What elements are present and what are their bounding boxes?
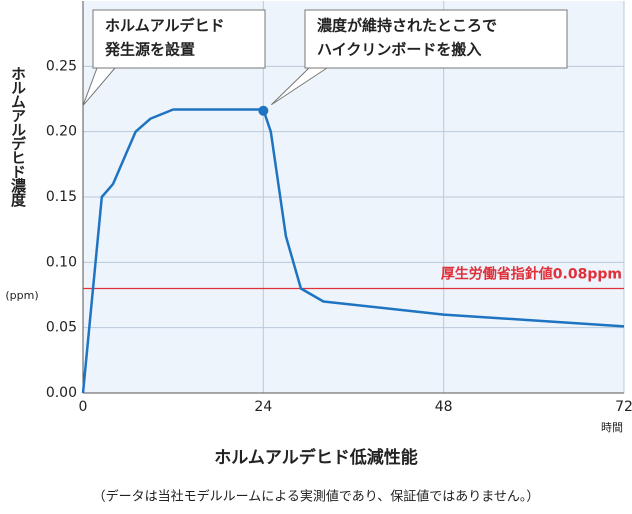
y-tick-label: 0.00 [46, 385, 77, 401]
callout-text: 発生源を設置 [104, 41, 195, 59]
x-tick-label: 24 [254, 399, 272, 415]
x-tick-label: 0 [79, 399, 88, 415]
y-tick-label: 0.15 [46, 189, 77, 205]
callout-text: ハイクリンボードを搬入 [317, 41, 481, 59]
x-tick-label: 72 [615, 399, 632, 415]
y-tick-label: 0.25 [46, 58, 77, 74]
y-axis-title: ホルムアルデヒド濃度 [9, 66, 27, 206]
callout-text: ホルムアルデヒド [105, 17, 225, 35]
y-unit: (ppm) [5, 289, 38, 302]
y-tick-label: 0.10 [46, 254, 77, 270]
note: （データは当社モデルルームによる実測値であり、保証値ではありません。） [93, 489, 540, 505]
y-tick-label: 0.05 [46, 320, 77, 336]
callout-box [92, 9, 266, 69]
x-tick-label: 48 [435, 399, 453, 415]
callout-text: 濃度が維持されたところで [317, 17, 497, 35]
chart-title: ホルムアルデヒド低減性能 [214, 447, 418, 468]
callout-box [304, 9, 568, 69]
y-tick-label: 0.20 [46, 124, 77, 140]
reference-label: 厚生労働省指針値0.08ppm [441, 265, 622, 282]
x-unit: 時間 [601, 421, 623, 434]
callout-pointer [82, 67, 116, 106]
callout-pointer [270, 67, 328, 106]
highlight-point [258, 105, 269, 116]
